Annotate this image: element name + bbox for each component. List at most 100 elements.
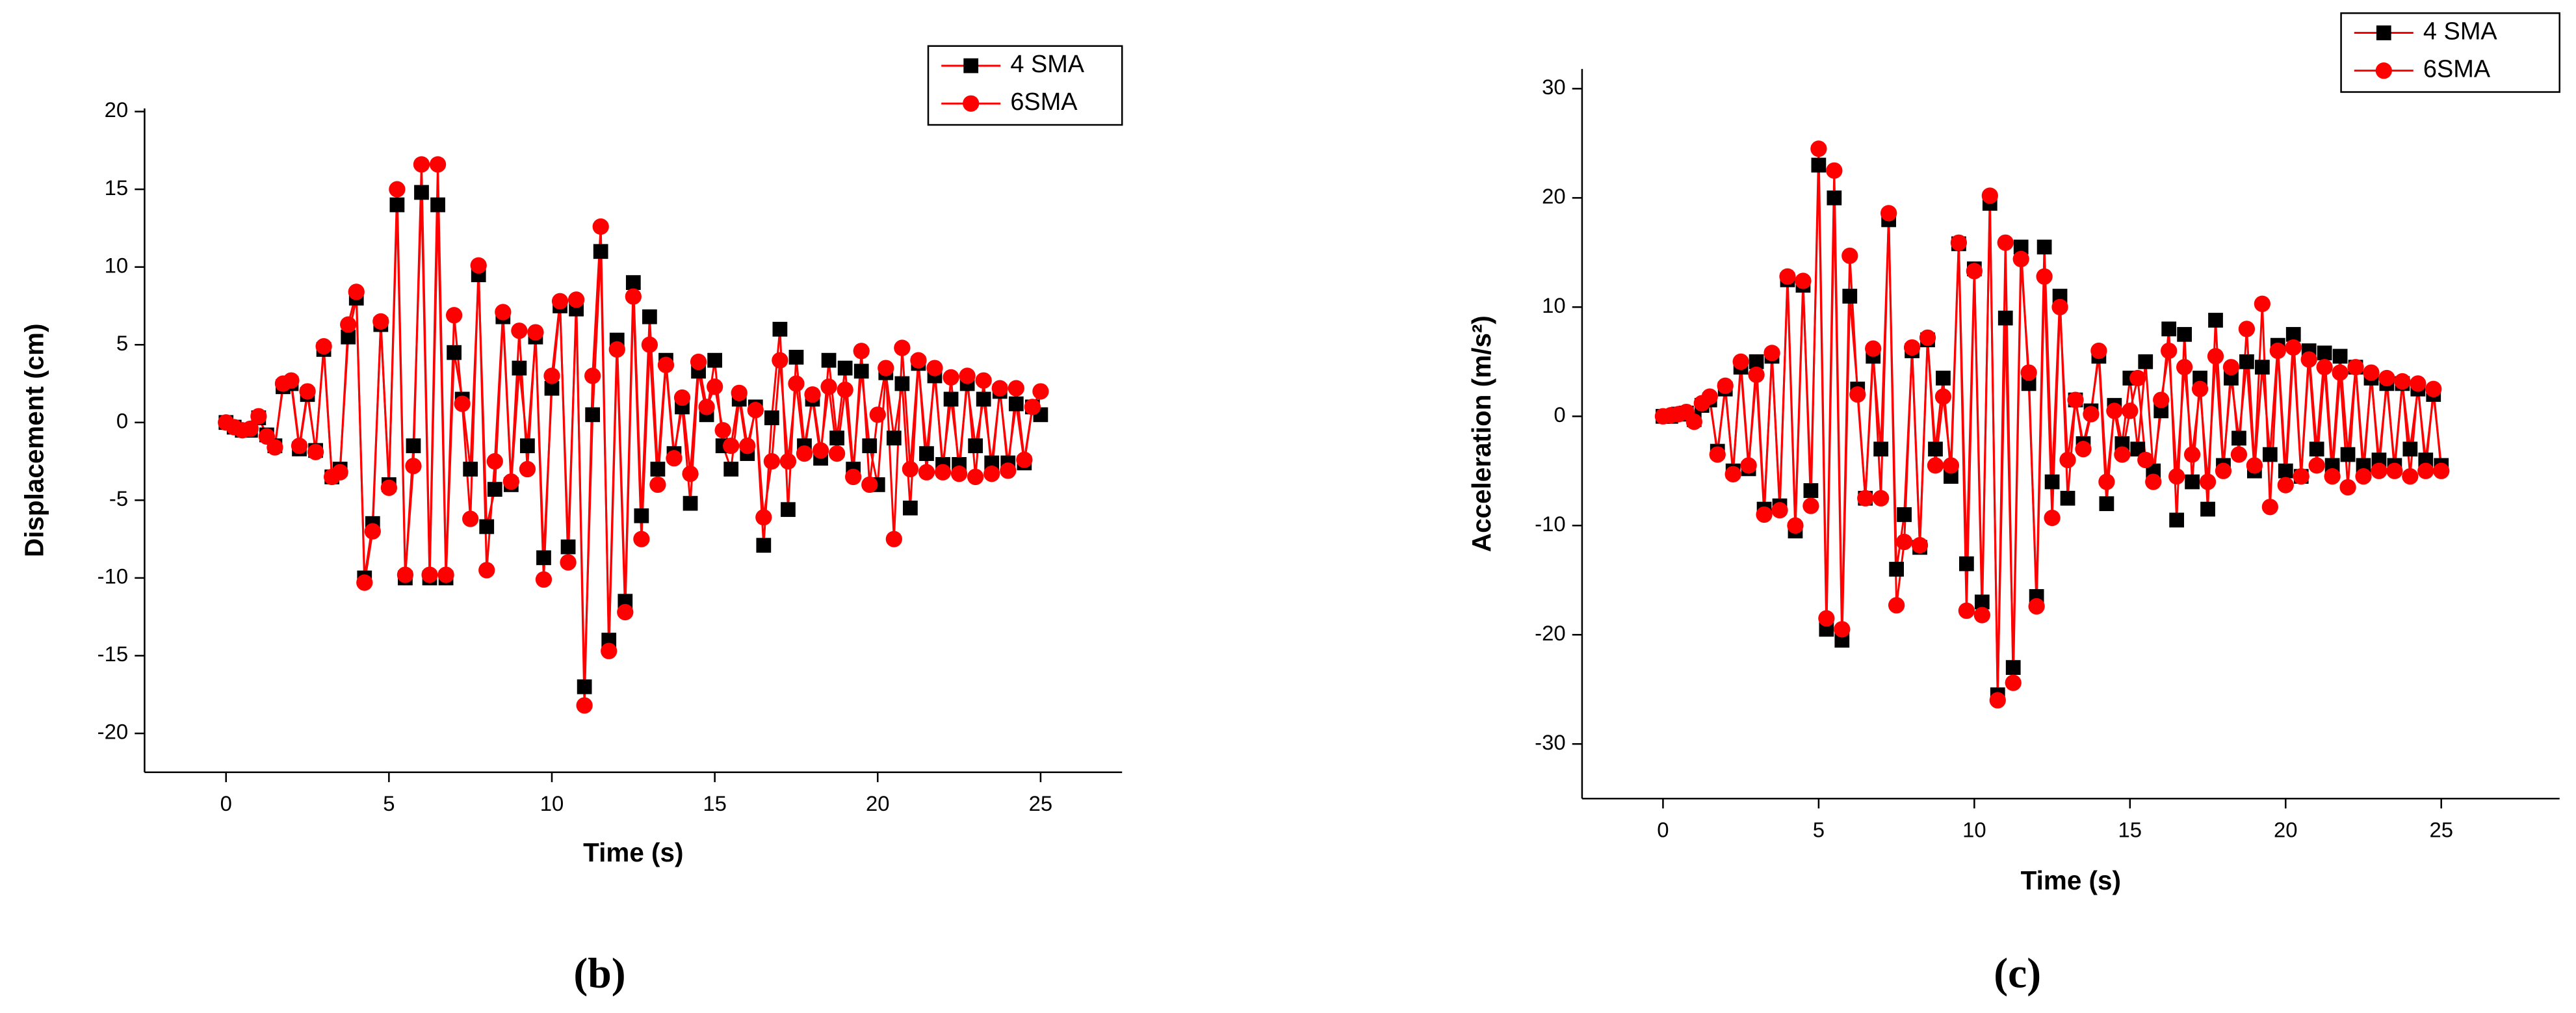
marker (341, 329, 356, 345)
y-tick-label: 10 (105, 253, 129, 277)
marker (2130, 441, 2146, 457)
marker (763, 453, 780, 470)
marker (2410, 375, 2426, 392)
marker (2083, 406, 2100, 423)
marker (2145, 473, 2162, 490)
marker (625, 288, 642, 305)
marker (2285, 326, 2301, 342)
marker (429, 156, 447, 173)
subtitle: (c) (1994, 950, 2041, 997)
marker (903, 500, 918, 516)
marker (1934, 388, 1952, 405)
marker (1927, 457, 1944, 474)
marker (1873, 441, 1889, 457)
marker (682, 466, 699, 482)
marker (2005, 674, 2022, 691)
marker (2044, 509, 2061, 527)
marker (2020, 364, 2037, 381)
marker (1803, 483, 1819, 498)
marker (2262, 447, 2278, 462)
marker (2098, 473, 2115, 490)
marker (690, 353, 707, 371)
marker (967, 468, 984, 486)
marker (437, 566, 454, 583)
marker (1888, 597, 1905, 614)
marker (2099, 496, 2114, 512)
marker (389, 197, 405, 213)
marker (2238, 321, 2256, 337)
marker (633, 531, 650, 547)
marker (2044, 474, 2060, 490)
marker (2215, 462, 2232, 479)
marker (1740, 457, 1757, 474)
marker (673, 389, 691, 406)
marker (1966, 263, 1983, 280)
marker (2114, 446, 2131, 463)
marker (608, 341, 625, 358)
marker (934, 464, 952, 480)
marker (723, 438, 740, 454)
marker (511, 322, 528, 339)
marker (1849, 386, 1866, 403)
marker (2254, 360, 2270, 375)
marker (2316, 359, 2333, 376)
x-tick-label: 10 (1962, 817, 1986, 841)
marker (698, 399, 715, 415)
marker (853, 343, 870, 360)
marker (2332, 364, 2348, 381)
x-tick-label: 5 (383, 791, 395, 815)
marker (2176, 359, 2193, 376)
marker (560, 554, 577, 571)
marker (820, 378, 837, 395)
marker (829, 430, 844, 446)
marker (2067, 391, 2084, 408)
marker (918, 464, 935, 480)
marker (520, 438, 535, 454)
marker (2293, 468, 2309, 485)
marker (2183, 446, 2201, 463)
marker (788, 349, 804, 365)
marker (1942, 457, 1960, 474)
marker (2106, 402, 2123, 419)
marker (1911, 536, 1929, 554)
marker (1763, 345, 1780, 362)
marker (535, 571, 553, 588)
marker (332, 464, 348, 480)
marker (413, 156, 430, 173)
marker (1857, 490, 1874, 506)
y-tick-label: 0 (1554, 402, 1565, 427)
marker (2005, 660, 2021, 676)
marker (2269, 342, 2286, 360)
marker (2317, 345, 2332, 361)
y-tick-label: -15 (98, 642, 128, 666)
marker (1841, 247, 1858, 265)
marker (283, 372, 300, 389)
marker (421, 566, 438, 583)
marker (2153, 391, 2170, 408)
marker (878, 360, 894, 376)
series-line (225, 164, 1042, 706)
y-tick-label: -20 (1535, 621, 1565, 645)
marker (1811, 157, 1827, 173)
marker (267, 439, 283, 456)
marker (837, 360, 853, 376)
marker (2122, 402, 2139, 419)
marker (486, 453, 503, 470)
marker (1732, 353, 1749, 370)
marker (1748, 366, 1765, 384)
marker (478, 562, 495, 579)
marker (747, 402, 764, 419)
marker (723, 462, 739, 477)
series-line (1663, 164, 2443, 695)
marker (1016, 451, 1033, 468)
marker (551, 293, 569, 309)
marker (2129, 369, 2146, 387)
marker (2231, 430, 2246, 446)
marker (714, 422, 731, 439)
marker (1997, 234, 2014, 251)
marker (2036, 239, 2052, 255)
marker (2185, 474, 2200, 490)
marker (755, 509, 772, 526)
marker (463, 462, 478, 477)
x-axis-label: Time (s) (583, 837, 683, 867)
